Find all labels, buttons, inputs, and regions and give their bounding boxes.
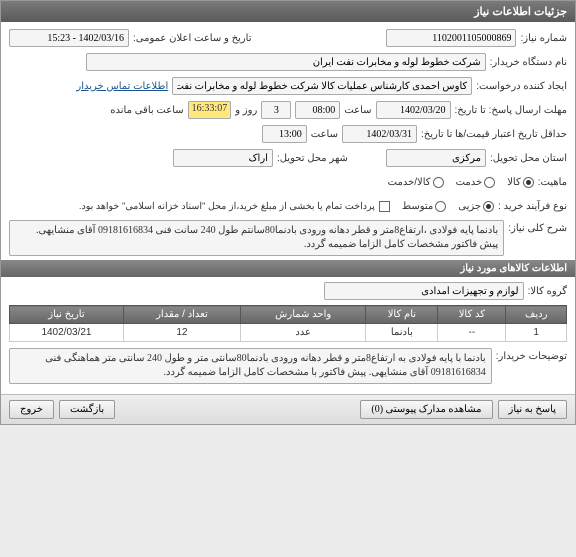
valid-hour-input[interactable]: [262, 125, 307, 143]
city-input[interactable]: [173, 149, 273, 167]
announce-label: تاریخ و ساعت اعلان عمومی:: [133, 33, 252, 44]
reply-button[interactable]: پاسخ به نیاز: [498, 400, 568, 419]
cell-unit: عدد: [240, 324, 365, 342]
deadline-label: مهلت ارسال پاسخ: تا تاریخ:: [455, 105, 567, 116]
row-validity: حداقل تاریخ اعتبار قیمت/ها تا تاریخ: ساع…: [9, 124, 567, 144]
cell-index: 1: [506, 324, 567, 342]
radio-icon: [435, 201, 446, 212]
row-deadline: مهلت ارسال پاسخ: تا تاریخ: ساعت روز و 16…: [9, 100, 567, 120]
goods-table: ردیف کد کالا نام کالا واحد شمارش تعداد /…: [9, 305, 567, 342]
city-label: شهر محل تحویل:: [277, 153, 348, 164]
process-radio-minor[interactable]: جزیی: [458, 201, 494, 212]
remain-label: ساعت باقی مانده: [110, 105, 183, 116]
need-no-input[interactable]: [386, 29, 516, 47]
valid-label: حداقل تاریخ اعتبار قیمت/ها تا تاریخ:: [421, 129, 567, 140]
cell-code: --: [438, 324, 506, 342]
nature-radio-service[interactable]: خدمت: [456, 177, 496, 188]
radio-checked-icon: [523, 177, 534, 188]
creator-label: ایجاد کننده درخواست:: [476, 81, 567, 92]
summary-label: شرح کلی نیاز:: [508, 220, 567, 234]
need-no-label: شماره نیاز:: [520, 33, 567, 44]
content-area: شماره نیاز: تاریخ و ساعت اعلان عمومی: نا…: [1, 22, 575, 394]
days-label: روز و: [235, 105, 257, 116]
province-label: استان محل تحویل:: [490, 153, 567, 164]
valid-date-input[interactable]: [342, 125, 417, 143]
row-summary: شرح کلی نیاز: بادنما پایه فولادی ،ارتفاع…: [9, 220, 567, 256]
days-input[interactable]: [261, 101, 291, 119]
row-buyer: نام دستگاه خریدار:: [9, 52, 567, 72]
process-label: نوع فرآیند خرید :: [498, 201, 567, 212]
nature-label: ماهیت:: [538, 177, 567, 188]
deadline-hour-label: ساعت: [344, 105, 371, 116]
exit-button[interactable]: خروج: [9, 400, 54, 419]
radio-checked-icon: [483, 201, 494, 212]
cell-name: بادنما: [366, 324, 438, 342]
process-radio-medium[interactable]: متوسط: [402, 201, 446, 212]
row-need-number: شماره نیاز: تاریخ و ساعت اعلان عمومی:: [9, 28, 567, 48]
th-row: ردیف: [506, 306, 567, 324]
cell-qty: 12: [123, 324, 240, 342]
row-group: گروه کالا:: [9, 281, 567, 301]
creator-input[interactable]: [172, 77, 472, 95]
treasury-checkbox[interactable]: [379, 201, 390, 212]
nature-radio-both[interactable]: کالا/خدمت: [388, 177, 444, 188]
attachments-button[interactable]: مشاهده مدارک پیوستی (0): [360, 400, 492, 419]
th-name: نام کالا: [366, 306, 438, 324]
group-input[interactable]: [324, 282, 524, 300]
cell-date: 1402/03/21: [10, 324, 124, 342]
row-process: نوع فرآیند خرید : جزیی متوسط پرداخت تمام…: [9, 196, 567, 216]
deadline-hour-input[interactable]: [295, 101, 340, 119]
nature-radio-goods[interactable]: کالا: [507, 177, 534, 188]
buyer-label: نام دستگاه خریدار:: [490, 57, 567, 68]
treasury-note: پرداخت تمام یا بخشی از مبلغ خرید،از محل …: [79, 201, 375, 212]
window-title: جزئیات اطلاعات نیاز: [474, 6, 567, 18]
deadline-date-input[interactable]: [376, 101, 451, 119]
th-unit: واحد شمارش: [240, 306, 365, 324]
contact-link[interactable]: اطلاعات تماس خریدار: [76, 81, 168, 92]
buyer-input[interactable]: [86, 53, 486, 71]
valid-hour-label: ساعت: [311, 129, 338, 140]
details-window: جزئیات اطلاعات نیاز شماره نیاز: تاریخ و …: [0, 0, 576, 425]
summary-textarea[interactable]: بادنما پایه فولادی ،ارتفاع8متر و قطر دها…: [9, 220, 504, 256]
row-buyer-desc: توضیحات خریدار: بادنما با پایه فولادی به…: [9, 348, 567, 384]
buyer-desc-textarea[interactable]: بادنما با پایه فولادی به ارتفاع8متر و قط…: [9, 348, 492, 384]
buyer-desc-label: توضیحات خریدار:: [496, 348, 567, 362]
back-button[interactable]: بازگشت: [59, 400, 115, 419]
table-header-row: ردیف کد کالا نام کالا واحد شمارش تعداد /…: [10, 306, 567, 324]
th-date: تاریخ نیاز: [10, 306, 124, 324]
announce-input[interactable]: [9, 29, 129, 47]
row-creator: ایجاد کننده درخواست: اطلاعات تماس خریدار: [9, 76, 567, 96]
footer-toolbar: پاسخ به نیاز مشاهده مدارک پیوستی (0) باز…: [1, 394, 575, 424]
countdown-value: 16:33:07: [188, 101, 232, 119]
group-label: گروه کالا:: [528, 286, 567, 297]
th-qty: تعداد / مقدار: [123, 306, 240, 324]
th-code: کد کالا: [438, 306, 506, 324]
province-input[interactable]: [386, 149, 486, 167]
radio-icon: [484, 177, 495, 188]
window-title-bar: جزئیات اطلاعات نیاز: [1, 1, 575, 22]
row-nature: ماهیت: کالا خدمت کالا/خدمت: [9, 172, 567, 192]
section-goods-header: اطلاعات کالاهای مورد نیاز: [1, 260, 575, 277]
table-row[interactable]: 1 -- بادنما عدد 12 1402/03/21: [10, 324, 567, 342]
radio-icon: [433, 177, 444, 188]
row-location: استان محل تحویل: شهر محل تحویل:: [9, 148, 567, 168]
